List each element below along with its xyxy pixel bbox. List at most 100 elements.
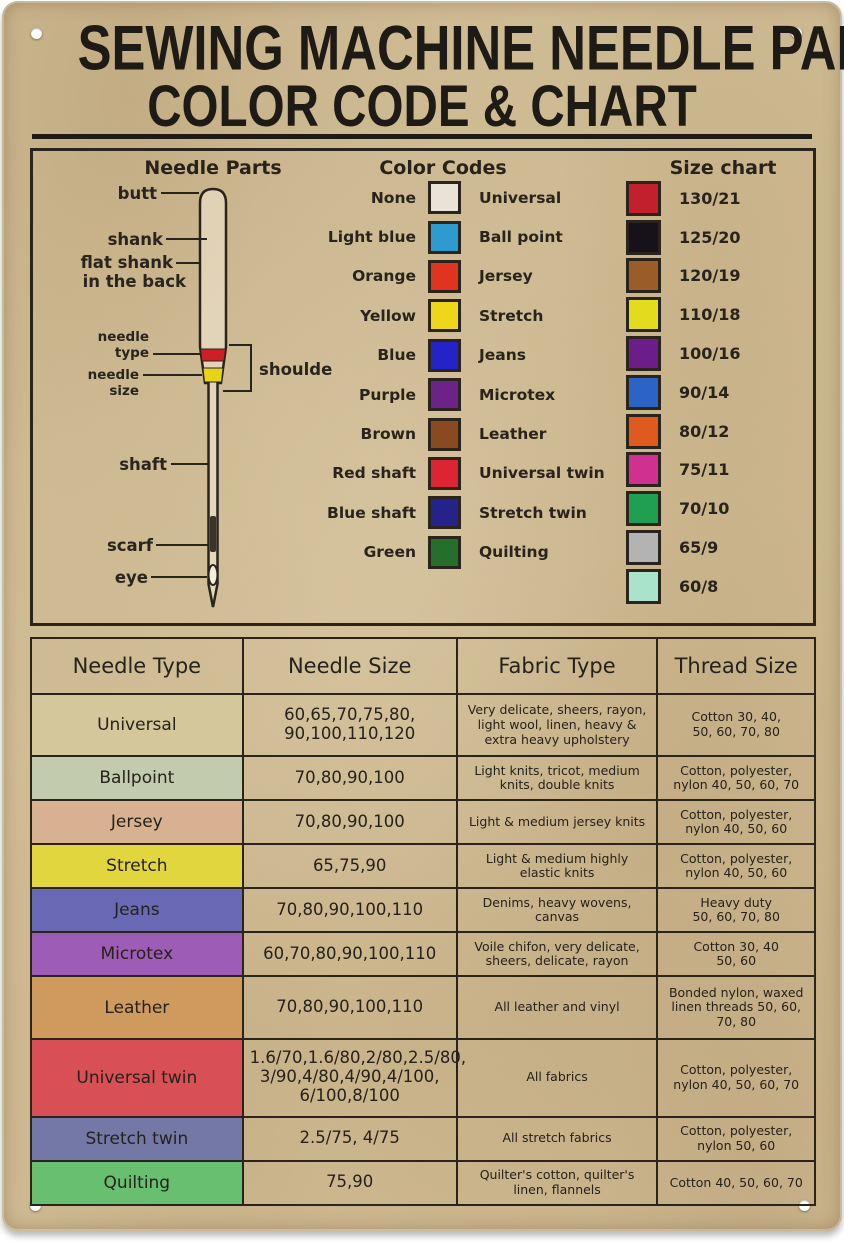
table-row: Quilting 75,90 Quilter's cotton, quilter…	[30, 1159, 816, 1207]
needle-type-label: Microtex	[479, 385, 556, 404]
table-row: Universal 60,65,70,75,80, 90,100,110,120…	[30, 692, 816, 758]
label-scarf: scarf	[107, 536, 154, 555]
label-shoulder: shoulder	[259, 360, 333, 379]
cell-fabric-type: Light knits, tricot, medium knits, doubl…	[455, 755, 659, 802]
needle-size-band	[202, 367, 224, 383]
table-row: Jeans 70,80,90,100,110 Denims, heavy wov…	[30, 887, 816, 934]
size-label: 70/10	[679, 499, 730, 519]
cell-needle-size: 75,90	[241, 1159, 458, 1207]
needle-type-label: Universal	[479, 188, 562, 207]
label-flat-shank-2: in the back	[83, 272, 187, 291]
size-color-swatch	[626, 452, 661, 488]
size-chart-row: 70/10	[626, 489, 806, 528]
color-swatch	[428, 299, 461, 333]
cell-needle-type: Universal	[30, 692, 244, 758]
size-chart-heading: Size chart	[669, 157, 777, 179]
needle-type-band	[199, 348, 227, 362]
color-name-label: Blue	[377, 346, 416, 365]
size-chart-row: 100/16	[626, 334, 806, 373]
needle-type-label: Leather	[479, 425, 547, 444]
label-needle-size-1: needle	[88, 367, 139, 383]
label-shaft: shaft	[119, 455, 167, 474]
cell-needle-type: Microtex	[30, 931, 244, 978]
size-label: 125/20	[679, 227, 741, 247]
cell-thread-size: Cotton, polyester, nylon 40, 50, 60, 70	[656, 1037, 816, 1118]
header-thread-size: Thread Size	[656, 637, 816, 695]
size-chart-row: 65/9	[626, 528, 806, 567]
color-codes-legend: None Universal Light blue Ball point Ora…	[308, 178, 638, 572]
cell-fabric-type: Quilter's cotton, quilter's linen, flann…	[455, 1159, 659, 1207]
cell-needle-size: 1.6/70,1.6/80,2/80,2.5/80, 3/90,4/80,4/9…	[241, 1037, 466, 1118]
size-chart-row: 130/21	[626, 179, 806, 218]
color-name-label: Blue shaft	[327, 503, 416, 522]
table-row: Stretch 65,75,90 Light & medium highly e…	[30, 843, 816, 890]
cell-needle-size: 70,80,90,100	[241, 799, 458, 846]
color-code-row: Red shaft Universal twin	[308, 454, 638, 493]
needle-type-label: Stretch twin	[479, 503, 587, 522]
cell-fabric-type: All fabrics	[455, 1037, 659, 1118]
cell-fabric-type: Light & medium jersey knits	[455, 799, 659, 846]
color-code-row: Brown Leather	[308, 414, 638, 453]
color-swatch	[428, 181, 461, 215]
legend-panel: Needle Parts Color Codes Size chart	[30, 148, 816, 626]
size-label: 90/14	[679, 382, 730, 402]
color-name-label: Green	[363, 543, 416, 562]
cell-thread-size: Cotton, polyester, nylon 40, 50, 60	[656, 799, 816, 846]
color-code-row: Yellow Stretch	[308, 296, 638, 335]
needle-parts-heading: Needle Parts	[144, 157, 282, 179]
size-label: 65/9	[679, 538, 719, 558]
table-row: Microtex 60,70,80,90,100,110 Voile chifo…	[30, 931, 816, 978]
label-flat-shank-1: flat shank	[81, 253, 174, 272]
size-chart-row: 110/18	[626, 295, 806, 334]
size-color-swatch	[626, 491, 661, 527]
cell-fabric-type: All stretch fabrics	[455, 1115, 659, 1162]
cell-needle-type: Quilting	[30, 1159, 244, 1207]
size-color-swatch	[626, 568, 661, 604]
color-swatch	[428, 378, 461, 412]
color-name-label: Purple	[359, 385, 416, 404]
label-needle-type-1: needle	[98, 329, 149, 345]
cell-fabric-type: All leather and vinyl	[455, 975, 659, 1040]
header-needle-size: Needle Size	[241, 637, 458, 695]
color-name-label: Light blue	[327, 228, 416, 247]
mounting-hole-top-left	[31, 28, 42, 39]
color-name-label: Brown	[360, 425, 416, 444]
cell-needle-type: Leather	[30, 975, 244, 1040]
size-label: 130/21	[679, 188, 741, 208]
mounting-hole-top-right	[791, 27, 802, 38]
cell-thread-size: Cotton, polyester, nylon 40, 50, 60, 70	[656, 755, 816, 802]
color-codes-heading: Color Codes	[379, 157, 507, 179]
size-color-swatch	[626, 219, 661, 255]
label-needle-size-2: size	[109, 383, 139, 399]
cell-fabric-type: Denims, heavy wovens, canvas	[455, 887, 659, 934]
cell-needle-size: 60,70,80,90,100,110	[241, 931, 458, 978]
size-color-swatch	[626, 413, 661, 449]
color-name-label: Yellow	[360, 306, 416, 325]
needle-type-label: Jeans	[479, 346, 526, 365]
size-color-swatch	[626, 180, 661, 216]
size-chart-legend: 130/21 125/20 120/19 110/18	[626, 179, 806, 606]
cell-thread-size: Cotton, polyester, nylon 40, 50, 60	[656, 843, 816, 890]
color-swatch	[428, 456, 461, 490]
cell-needle-type: Universal twin	[30, 1037, 244, 1118]
size-chart-row: 60/8	[626, 567, 806, 606]
size-label: 80/12	[679, 421, 730, 441]
table-row: Jersey 70,80,90,100 Light & medium jerse…	[30, 799, 816, 846]
color-swatch	[428, 259, 461, 293]
cell-needle-size: 70,80,90,100	[241, 755, 458, 802]
color-code-row: None Universal	[308, 178, 638, 217]
color-code-row: Blue Jeans	[308, 336, 638, 375]
color-code-row: Light blue Ball point	[308, 217, 638, 256]
needle-reference-table: Needle Type Needle Size Fabric Type Thre…	[30, 637, 816, 1207]
needle-type-label: Quilting	[479, 543, 549, 562]
color-name-label: Orange	[352, 267, 416, 286]
needle-type-label: Universal twin	[479, 464, 605, 483]
cell-needle-size: 70,80,90,100,110	[241, 975, 458, 1040]
cell-needle-type: Stretch twin	[30, 1115, 244, 1162]
size-label: 120/19	[679, 266, 741, 286]
size-chart-row: 90/14	[626, 373, 806, 412]
color-code-row: Orange Jersey	[308, 257, 638, 296]
color-code-row: Blue shaft Stretch twin	[308, 493, 638, 532]
mounting-hole-bottom-left	[30, 1200, 41, 1211]
cell-needle-type: Jersey	[30, 799, 244, 846]
